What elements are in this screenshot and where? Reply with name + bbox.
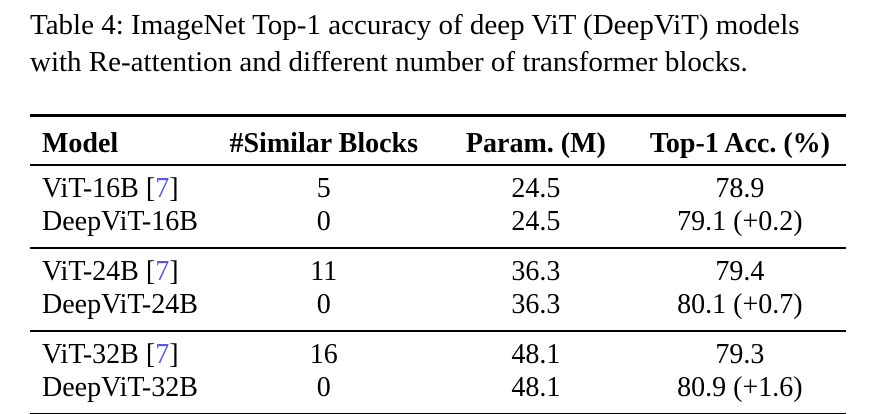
model-cell: ViT-24B [7] <box>30 248 210 288</box>
model-cell: DeepViT-16B <box>42 206 198 237</box>
model-cell: ViT-32B [7] <box>30 331 210 371</box>
citation-bracket-open: [ <box>138 256 156 287</box>
header-top1-acc: Top-1 Acc. (%) <box>649 128 830 159</box>
results-table: Model #Similar Blocks Param. (M) Top-1 A… <box>30 114 846 414</box>
table-row: DeepViT-16B 0 24.5 79.1 (+0.2) <box>30 205 846 248</box>
header-similar-blocks: #Similar Blocks <box>229 128 418 159</box>
table-caption: Table 4: ImageNet Top-1 accuracy of deep… <box>30 7 847 81</box>
top1-acc-cell: 78.9 <box>715 173 765 204</box>
group-32b: ViT-32B [7] 16 48.1 79.3 DeepViT-32B 0 4… <box>30 331 846 414</box>
citation-link[interactable]: 7 <box>155 256 170 287</box>
model-name: ViT-16B <box>42 173 139 204</box>
model-cell: ViT-16B [7] <box>30 165 210 205</box>
top1-acc-cell: 80.1 (+0.7) <box>677 289 803 320</box>
top1-acc-cell: 79.3 <box>715 339 765 370</box>
group-16b: ViT-16B [7] 5 24.5 78.9 DeepViT-16B 0 24… <box>30 165 846 248</box>
citation-bracket-open: [ <box>138 339 156 370</box>
top1-acc-cell: 80.9 (+1.6) <box>677 372 803 403</box>
params-cell: 24.5 <box>511 173 561 204</box>
top1-acc-cell: 79.4 <box>715 256 765 287</box>
header-params: Param. (M) <box>465 128 606 159</box>
table-row: DeepViT-32B 0 48.1 80.9 (+1.6) <box>30 371 846 414</box>
similar-blocks-cell: 0 <box>316 289 331 320</box>
citation-bracket-close: ] <box>169 256 179 287</box>
table-row: ViT-24B [7] 11 36.3 79.4 <box>30 248 846 288</box>
model-cell: DeepViT-32B <box>42 372 198 403</box>
params-cell: 48.1 <box>511 339 561 370</box>
citation-bracket-close: ] <box>169 173 179 204</box>
params-cell: 24.5 <box>511 206 561 237</box>
params-cell: 36.3 <box>511 256 561 287</box>
model-name: ViT-32B <box>42 339 139 370</box>
similar-blocks-cell: 5 <box>316 173 331 204</box>
table-header: Model #Similar Blocks Param. (M) Top-1 A… <box>30 116 846 166</box>
table-row: DeepViT-24B 0 36.3 80.1 (+0.7) <box>30 288 846 331</box>
model-name: ViT-24B <box>42 256 139 287</box>
similar-blocks-cell: 16 <box>309 339 338 370</box>
citation-link[interactable]: 7 <box>155 339 170 370</box>
similar-blocks-cell: 0 <box>316 372 331 403</box>
table-row: ViT-16B [7] 5 24.5 78.9 <box>30 165 846 205</box>
citation-link[interactable]: 7 <box>155 173 170 204</box>
table-row: ViT-32B [7] 16 48.1 79.3 <box>30 331 846 371</box>
similar-blocks-cell: 0 <box>316 206 331 237</box>
citation-bracket-close: ] <box>169 339 179 370</box>
top1-acc-cell: 79.1 (+0.2) <box>677 206 803 237</box>
header-model: Model <box>42 128 119 159</box>
header-row: Model #Similar Blocks Param. (M) Top-1 A… <box>30 116 846 166</box>
citation-bracket-open: [ <box>138 173 156 204</box>
caption-line-1: Table 4: ImageNet Top-1 accuracy of deep… <box>30 9 800 41</box>
model-cell: DeepViT-24B <box>42 289 198 320</box>
params-cell: 36.3 <box>511 289 561 320</box>
caption-line-2: with Re-attention and different number o… <box>30 46 748 78</box>
params-cell: 48.1 <box>511 372 561 403</box>
similar-blocks-cell: 11 <box>310 256 338 287</box>
group-24b: ViT-24B [7] 11 36.3 79.4 DeepViT-24B 0 3… <box>30 248 846 331</box>
